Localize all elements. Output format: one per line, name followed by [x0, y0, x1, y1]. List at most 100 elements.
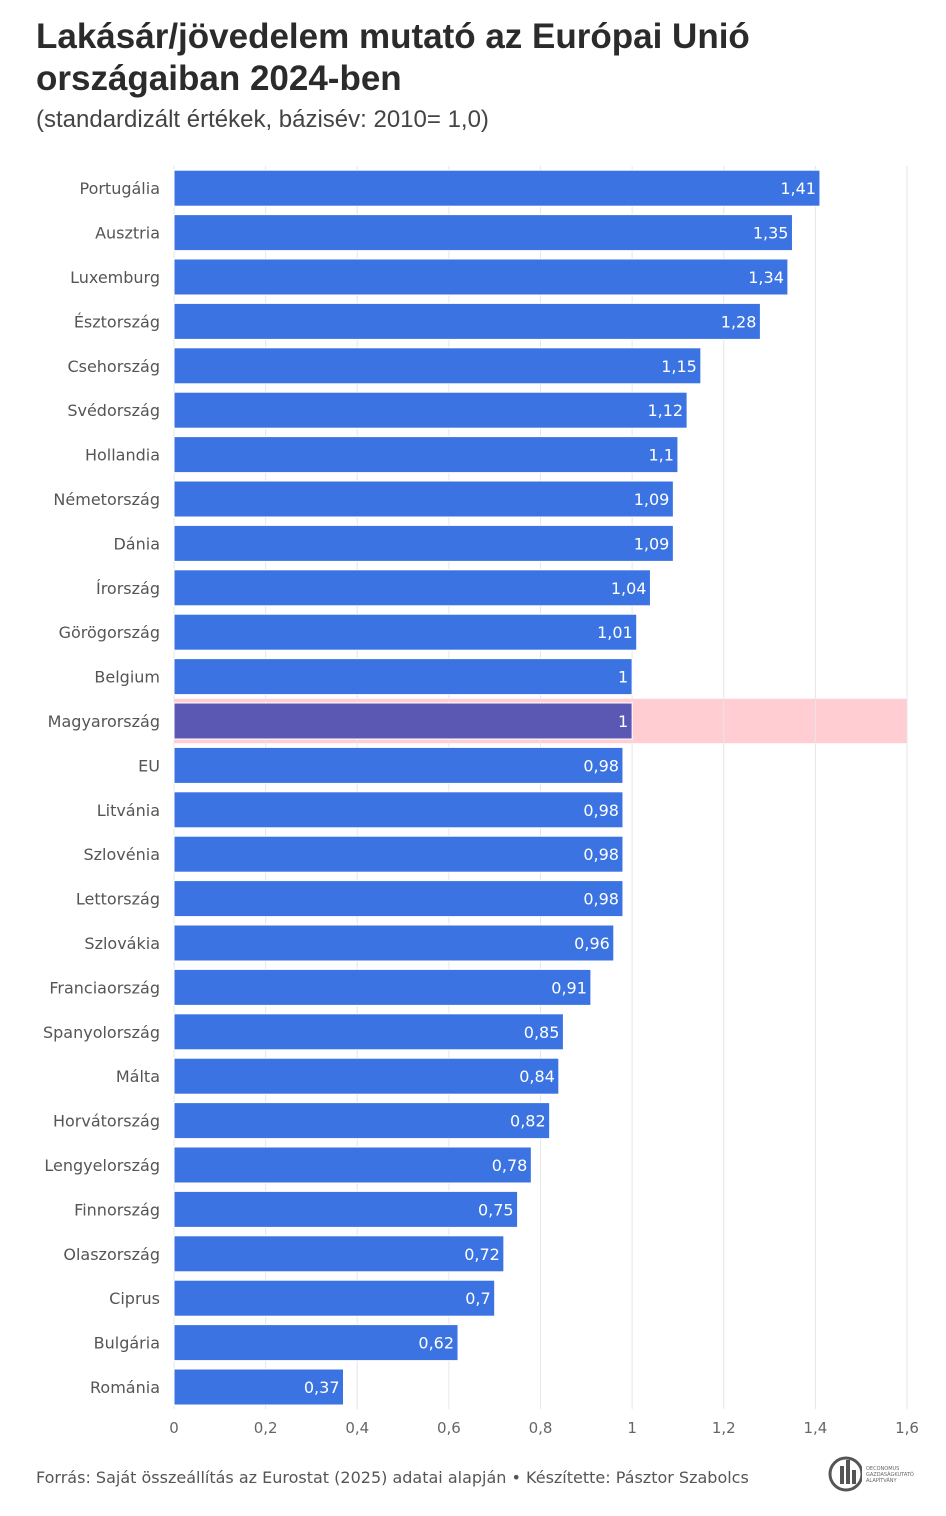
x-tick-label: 0,6 — [437, 1419, 461, 1437]
value-label: 1 — [618, 668, 628, 687]
category-label: Dánia — [113, 534, 160, 553]
category-label: Írország — [96, 579, 160, 598]
category-label: Olaszország — [63, 1245, 160, 1264]
bar — [173, 658, 633, 696]
value-label: 1,12 — [647, 401, 683, 420]
bar — [173, 1279, 496, 1317]
value-label: 1,41 — [780, 179, 816, 198]
value-label: 0,82 — [510, 1112, 546, 1131]
value-label: 0,84 — [519, 1067, 555, 1086]
bar — [173, 1324, 459, 1362]
category-label: Görögország — [59, 623, 160, 642]
x-tick-label: 0,2 — [254, 1419, 278, 1437]
value-label: 1,09 — [634, 534, 670, 553]
x-tick-label: 1,2 — [712, 1419, 736, 1437]
category-label: Svédország — [67, 401, 160, 420]
value-label: 1,15 — [661, 357, 697, 376]
bar — [173, 258, 789, 296]
bar — [173, 302, 761, 340]
value-label: 0,62 — [418, 1334, 454, 1353]
bar-chart: 0 0,2 0,4 0,6 0,8 1 1,2 1,4 1,6 Portugália 1,41 Aus… — [43, 166, 919, 1437]
value-label: 0,78 — [492, 1156, 528, 1175]
category-label: Románia — [90, 1378, 160, 1397]
category-label: Bulgária — [94, 1334, 160, 1353]
chart-subtitle: (standardizált értékek, bázisév: 2010= 1… — [36, 106, 489, 133]
value-label: 0,72 — [464, 1245, 500, 1264]
bar — [173, 1102, 551, 1140]
category-label: Litvánia — [97, 801, 160, 820]
svg-text:ALAPÍTVÁNY: ALAPÍTVÁNY — [866, 1477, 898, 1484]
bar — [173, 924, 615, 962]
category-label: Hollandia — [85, 446, 160, 465]
category-label: Csehország — [67, 357, 160, 376]
bar — [173, 968, 592, 1006]
source-footer: Forrás: Saját összeállítás az Eurostat (… — [36, 1468, 749, 1487]
value-label: 0,7 — [465, 1289, 490, 1308]
bar-highlight — [173, 702, 633, 740]
category-label: Németország — [53, 490, 160, 509]
value-label: 0,91 — [551, 978, 587, 997]
bar — [173, 746, 624, 784]
category-label: Lengyelország — [44, 1156, 160, 1175]
value-label: 0,85 — [524, 1023, 560, 1042]
category-label: Észtország — [74, 312, 160, 331]
bar — [173, 169, 821, 207]
category-label: Luxemburg — [70, 268, 160, 287]
category-label: Spanyolország — [43, 1023, 160, 1042]
bar — [173, 569, 651, 607]
value-label: 1,04 — [611, 579, 647, 598]
bar — [173, 1057, 560, 1095]
bar — [173, 613, 638, 651]
x-tick-label: 1,6 — [895, 1419, 919, 1437]
bar — [173, 436, 679, 474]
category-label: Horvátország — [53, 1112, 160, 1131]
bar — [173, 1146, 532, 1184]
bar — [173, 791, 624, 829]
value-label: 1,01 — [597, 623, 633, 642]
bar — [173, 480, 674, 518]
value-label: 1,09 — [634, 490, 670, 509]
oeconomus-logo: OECONOMUS GAZDASÁGKUTATÓ ALAPÍTVÁNY — [828, 1456, 914, 1492]
category-label: Lettország — [76, 890, 160, 909]
value-label: 0,96 — [574, 934, 610, 953]
x-tick-label: 0 — [169, 1419, 179, 1437]
value-label: 0,98 — [583, 801, 619, 820]
category-label: Szlovénia — [84, 845, 161, 864]
value-label: 0,37 — [304, 1378, 340, 1397]
bar — [173, 880, 624, 918]
category-label: Magyarország — [48, 712, 160, 731]
category-label: EU — [138, 756, 160, 775]
x-tick-label: 0,8 — [529, 1419, 553, 1437]
bar — [173, 1235, 505, 1273]
value-label: 0,98 — [583, 845, 619, 864]
value-label: 0,75 — [478, 1200, 514, 1219]
svg-text:GAZDASÁGKUTATÓ: GAZDASÁGKUTATÓ — [866, 1471, 914, 1478]
bar — [173, 524, 674, 562]
bar — [173, 1013, 564, 1051]
x-tick-label: 1,4 — [803, 1419, 827, 1437]
bar — [173, 835, 624, 873]
x-tick-label: 0,4 — [345, 1419, 369, 1437]
category-label: Franciaország — [49, 978, 160, 997]
value-label: 1,34 — [748, 268, 784, 287]
x-tick-label: 1 — [627, 1419, 637, 1437]
bar — [173, 214, 793, 252]
value-label: 0,98 — [583, 890, 619, 909]
svg-text:OECONOMUS: OECONOMUS — [866, 1466, 899, 1472]
value-label: 1,35 — [753, 224, 789, 243]
category-label: Ciprus — [109, 1289, 160, 1308]
bar — [173, 1368, 345, 1406]
value-label: 1 — [618, 712, 628, 731]
value-label: 1,1 — [648, 446, 673, 465]
category-label: Portugália — [79, 179, 160, 198]
chart-title: Lakásár/jövedelem mutató az Európai Unió… — [36, 17, 750, 98]
category-label: Szlovákia — [84, 934, 160, 953]
value-label: 1,28 — [721, 312, 757, 331]
category-label: Ausztria — [95, 224, 160, 243]
bar — [173, 347, 702, 385]
category-label: Finnország — [74, 1200, 160, 1219]
bar — [173, 1190, 519, 1228]
value-label: 0,98 — [583, 756, 619, 775]
bar — [173, 391, 688, 429]
category-label: Belgium — [94, 668, 160, 687]
